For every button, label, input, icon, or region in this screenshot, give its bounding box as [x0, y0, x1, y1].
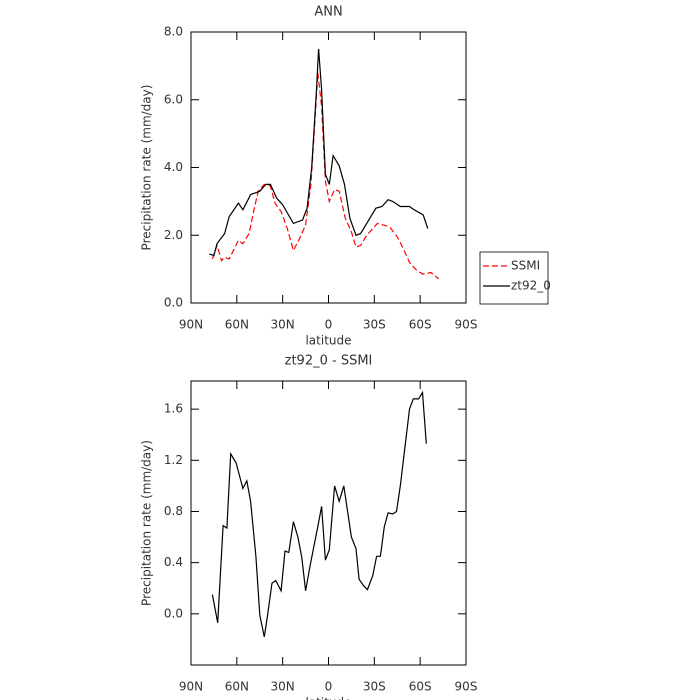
chart-title: zt92_0 - SSMI	[285, 354, 373, 369]
y-tick-label: 8.0	[164, 25, 183, 39]
y-tick-label: 1.2	[164, 453, 183, 467]
x-tick-label: 30S	[363, 318, 386, 332]
x-tick-label: 30N	[271, 318, 295, 332]
y-tick-label: 1.6	[164, 402, 183, 416]
y-tick-label: 6.0	[164, 92, 183, 106]
x-axis-label: latitude	[305, 696, 351, 700]
x-tick-label: 30N	[271, 680, 295, 694]
y-tick-label: 0.4	[164, 555, 183, 569]
data-line	[211, 390, 427, 638]
x-tick-label: 90S	[455, 680, 478, 694]
x-tick-label: 90N	[179, 680, 203, 694]
x-tick-label: 60N	[225, 318, 249, 332]
y-tick-label: 0.0	[164, 606, 183, 620]
x-tick-label: 30S	[363, 680, 386, 694]
plot-frame	[190, 31, 467, 304]
x-tick-label: 0	[325, 680, 333, 694]
plot-frame	[190, 380, 467, 666]
legend-box	[479, 251, 549, 305]
legend-label: zt92_0	[511, 279, 551, 293]
legend-label: SSMI	[511, 259, 540, 273]
x-axis-label: latitude	[305, 334, 351, 348]
x-tick-label: 60S	[409, 680, 432, 694]
x-tick-label: 0	[325, 318, 333, 332]
y-tick-label: 2.0	[164, 228, 183, 242]
x-tick-label: 60N	[225, 680, 249, 694]
y-tick-label: 0.8	[164, 504, 183, 518]
x-tick-label: 90N	[179, 318, 203, 332]
y-axis-label: Precipitation rate (mm/day)	[140, 85, 154, 251]
y-tick-label: 4.0	[164, 160, 183, 174]
y-tick-label: 0.0	[164, 296, 183, 310]
data-line	[209, 48, 429, 257]
y-axis-label: Precipitation rate (mm/day)	[140, 440, 154, 606]
x-tick-label: 90S	[455, 318, 478, 332]
x-tick-label: 60S	[409, 318, 432, 332]
chart-title: ANN	[314, 5, 342, 20]
